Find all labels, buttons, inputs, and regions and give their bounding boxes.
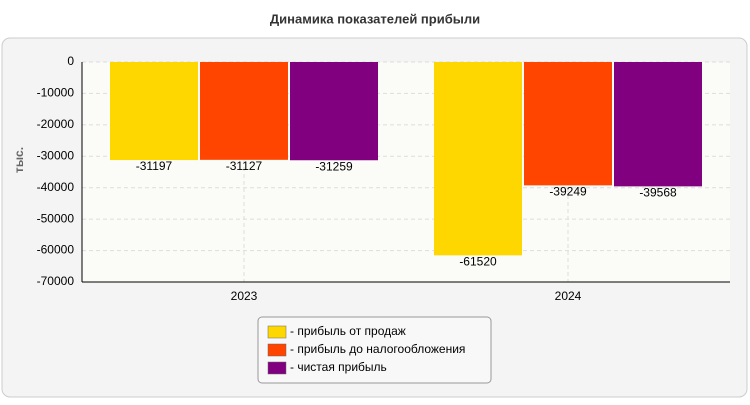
x-tick-label: 2023 <box>231 289 258 303</box>
bar <box>614 62 702 187</box>
y-tick-label: -10000 <box>37 86 75 100</box>
bar <box>290 62 378 161</box>
chart-title: Динамика показателей прибыли <box>270 11 480 26</box>
legend-label: - прибыль от продаж <box>290 324 406 338</box>
bar <box>110 62 198 161</box>
legend-swatch <box>267 325 287 339</box>
data-label: -31197 <box>136 159 173 173</box>
data-label: -39249 <box>549 185 587 199</box>
legend-label: - чистая прибыль <box>290 360 387 374</box>
legend <box>257 316 492 384</box>
y-axis-label: тыс. <box>12 147 26 173</box>
x-tick-label: 2024 <box>555 289 582 303</box>
y-tick-label: -60000 <box>37 243 75 257</box>
legend-swatch <box>267 343 287 357</box>
data-label: -39568 <box>639 186 677 200</box>
legend-label: - прибыль до налогообложения <box>290 342 465 356</box>
y-tick-label: -30000 <box>37 148 75 162</box>
data-label: -61520 <box>459 255 497 269</box>
y-tick-label: -50000 <box>37 211 75 225</box>
y-tick-label: -70000 <box>37 274 75 288</box>
bar <box>200 62 288 160</box>
legend-swatch <box>267 361 287 375</box>
data-label: -31127 <box>226 159 263 173</box>
bar <box>434 62 522 256</box>
y-tick-label: 0 <box>67 54 74 68</box>
bar <box>524 62 612 186</box>
data-label: -31259 <box>315 159 353 173</box>
y-tick-label: -20000 <box>37 117 75 131</box>
y-tick-label: -40000 <box>37 180 75 194</box>
